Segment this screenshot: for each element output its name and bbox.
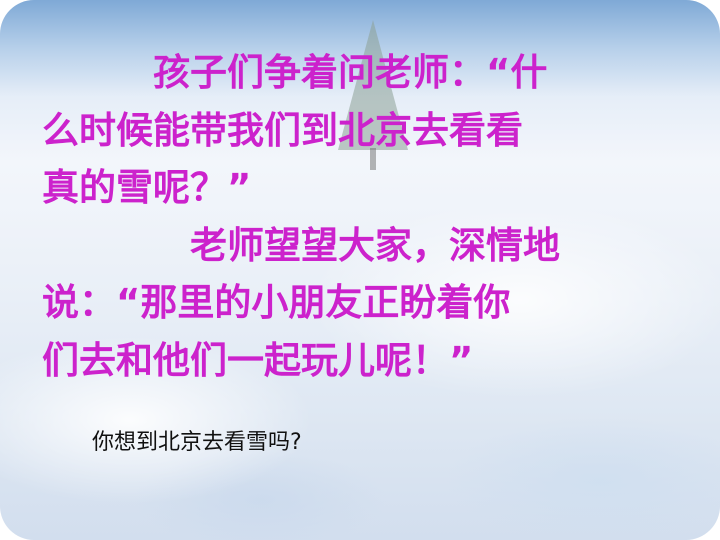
story-line-3: 真的雪呢？” (42, 166, 252, 209)
story-line-5: 说：“那里的小朋友正盼着你 (42, 281, 511, 324)
story-line-6: 们去和他们一起玩儿呢！” (42, 338, 474, 382)
tree-icon (338, 20, 408, 170)
tree-trunk (370, 148, 376, 170)
question-text: 你想到北京去看雪吗? (92, 430, 302, 455)
story-line-1: 孩子们争着问老师：“什 (153, 51, 548, 94)
story-text: 孩子们争着问老师：“什 么时候能带我们到北京去看看 真的雪呢？” 老师望望大家，… (42, 44, 682, 389)
tree-crown (338, 20, 408, 150)
story-line-2: 么时候能带我们到北京去看看 (42, 108, 523, 152)
story-line-4: 老师望望大家，深情地 (190, 223, 560, 267)
